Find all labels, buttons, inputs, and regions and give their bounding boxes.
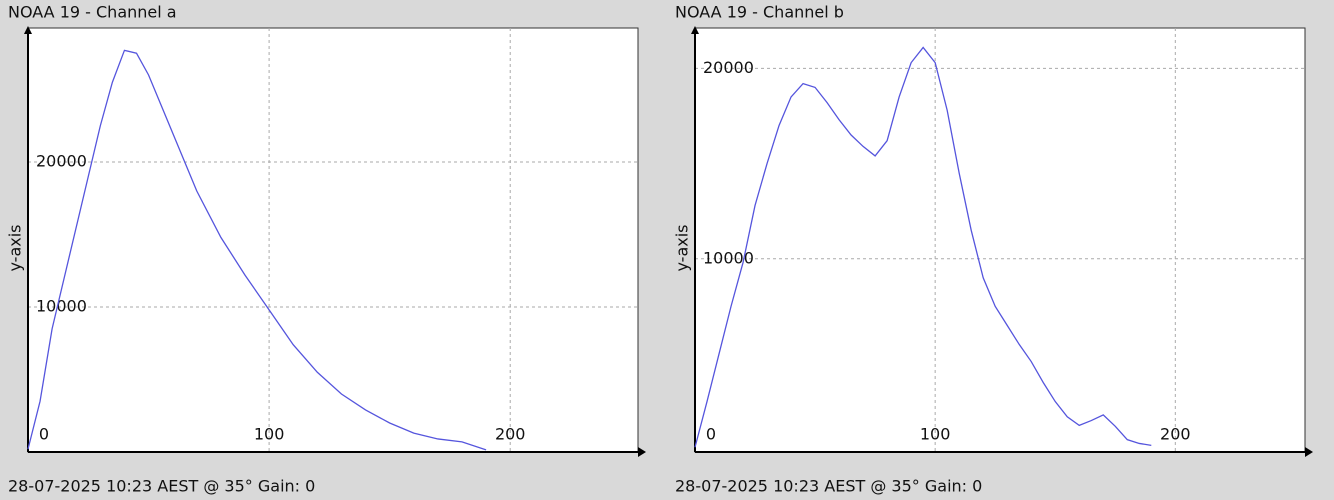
y-tick-label: 10000 <box>703 248 754 267</box>
axis-arrow <box>1305 447 1313 457</box>
axis-arrow <box>24 26 32 34</box>
y-axis-label: y-axis <box>673 224 692 271</box>
y-axis-label: y-axis <box>6 224 25 271</box>
x-tick-label: 100 <box>254 425 285 444</box>
plot-area <box>27 27 639 453</box>
y-tick-label: 10000 <box>36 296 87 315</box>
footer-text: 28-07-2025 10:23 AEST @ 35° Gain: 0 <box>675 477 982 496</box>
y-tick-label: 20000 <box>703 58 754 77</box>
chart-title: NOAA 19 - Channel a <box>8 3 177 22</box>
y-tick-label: 20000 <box>36 151 87 170</box>
chart-title: NOAA 19 - Channel b <box>675 3 844 22</box>
axis-arrow <box>691 26 699 34</box>
data-line <box>27 49 487 451</box>
axis-arrow <box>638 447 646 457</box>
footer-text: 28-07-2025 10:23 AEST @ 35° Gain: 0 <box>8 477 315 496</box>
plot-area <box>694 27 1306 453</box>
x-tick-label: 0 <box>706 425 716 444</box>
x-tick-label: 200 <box>1160 425 1191 444</box>
data-line <box>694 46 1152 448</box>
x-tick-label: 0 <box>39 425 49 444</box>
x-tick-label: 200 <box>495 425 526 444</box>
x-tick-label: 100 <box>920 425 951 444</box>
